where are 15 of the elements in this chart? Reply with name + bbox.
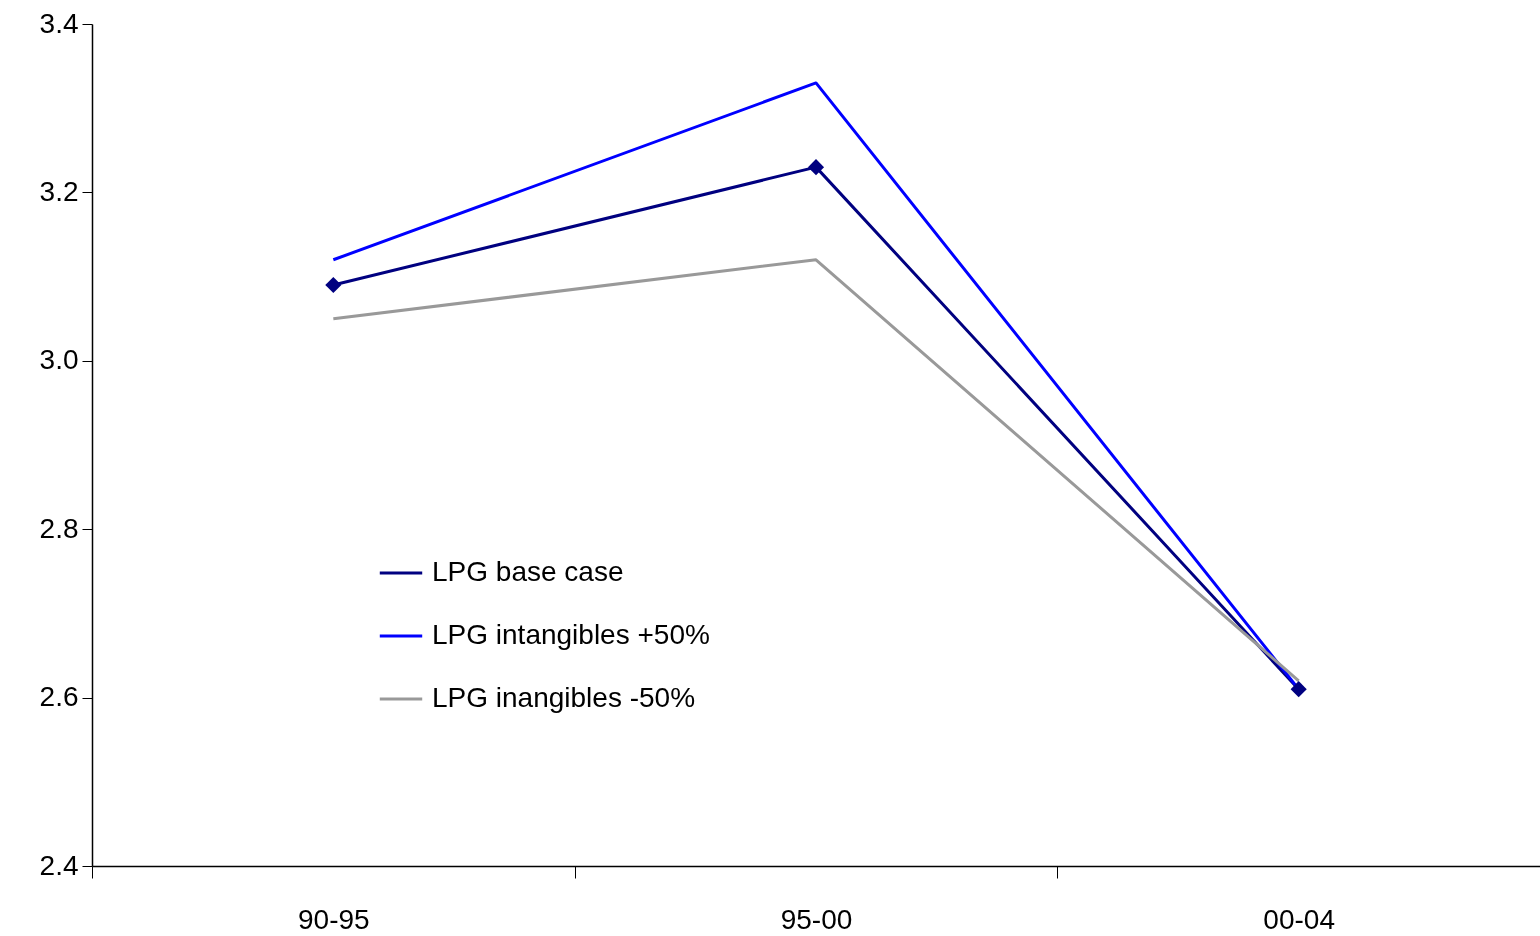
y-tick-label: 2.4 xyxy=(39,849,79,881)
point xyxy=(325,276,342,294)
legend-label: LPG intangibles +50% xyxy=(432,619,710,650)
x-tick-label: 90-95 xyxy=(298,903,370,935)
x-tick-label: 95-00 xyxy=(780,903,853,935)
y-tick-label: 3.4 xyxy=(39,7,79,39)
y-tick-label: 2.8 xyxy=(39,512,79,544)
legend-label: LPG base case xyxy=(432,556,624,587)
legend-label: LPG inangibles -50% xyxy=(432,682,696,713)
point xyxy=(1290,681,1307,698)
x-tick-label: 00-04 xyxy=(1263,903,1335,935)
point xyxy=(807,159,825,176)
y-tick-label: 3.0 xyxy=(39,344,79,376)
y-tick-label: 3.2 xyxy=(39,175,79,207)
y-tick-label: 2.6 xyxy=(39,681,79,713)
